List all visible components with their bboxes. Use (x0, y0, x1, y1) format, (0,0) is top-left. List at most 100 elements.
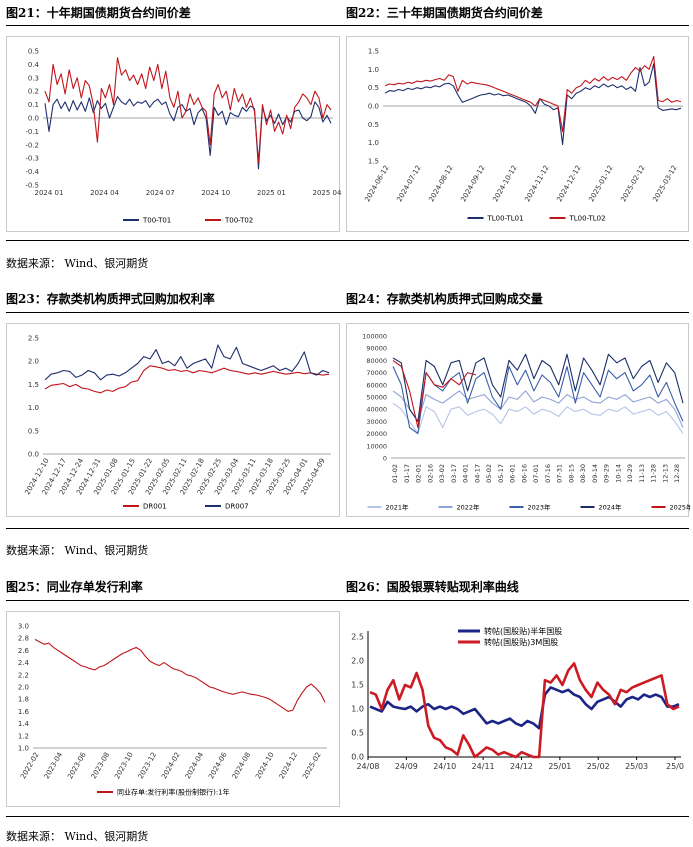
chart-26: 2.5 2.0 1.5 1.0 0.5 0.024/08 24/09 24/10 24/11 24… (351, 626, 684, 771)
title-rule (6, 600, 689, 601)
x-tick-label: 09-29 (603, 464, 611, 483)
x-tick-label: 24/11 (472, 762, 495, 771)
y-tick-label: 20000 (366, 430, 387, 438)
x-tick-label: 24/09 (395, 762, 418, 771)
x-tick-label: 2024-07-12 (395, 164, 422, 203)
y-tick-label: 0 (383, 455, 387, 463)
x-tick-label: 2023-06 (66, 751, 88, 781)
chart-23: 2.52.01.51.00.50.02024-12-102024-12-1720… (23, 335, 331, 511)
x-tick-label: 12-28 (673, 464, 681, 483)
source-rule (6, 816, 689, 817)
x-tick-label: 07-01 (532, 464, 540, 483)
x-tick-label: 2023-08 (90, 751, 112, 780)
y-tick-label: -0.5 (25, 182, 39, 190)
x-tick-label: 24/12 (510, 762, 533, 771)
y-tick-label: 1.5 (368, 158, 379, 166)
x-tick-label: 2024-04 (184, 751, 206, 781)
x-tick-label: 2025-02 (301, 751, 323, 780)
series-line (392, 359, 477, 429)
x-tick-label: 03-02 (438, 464, 446, 483)
x-tick-label: 2025 04 (313, 189, 341, 197)
x-tick-label: 2022-02 (19, 751, 41, 780)
y-tick-label: 1.0 (18, 745, 29, 753)
chart-panel-23: 2.5 2.0 1.5 1.0 0.5 0.0 2024-12-10 2024-12-17 20… (6, 323, 340, 517)
y-tick-label: 0.0 (28, 451, 39, 459)
legend-label: DR001 (143, 503, 167, 511)
series-line (392, 390, 684, 428)
y-tick-label: 30000 (366, 418, 387, 426)
y-tick-label: -0.2 (25, 141, 39, 149)
y-tick-label: 0.5 (28, 427, 39, 435)
x-tick-label: 2024-08-12 (427, 164, 454, 203)
y-tick-label: -0.1 (25, 128, 39, 136)
x-tick-label: 2023-12 (137, 751, 159, 780)
legend-label: 2024年 (599, 503, 623, 512)
y-tick-label: 1.4 (18, 720, 30, 728)
x-tick-label: 2024 07 (146, 189, 175, 197)
y-tick-label: 2.2 (18, 671, 29, 679)
x-tick-label: 25/01 (548, 762, 571, 771)
y-tick-label: 0.5 (28, 48, 39, 56)
y-tick-label: 80000 (366, 357, 387, 365)
x-tick-label: 07-16 (544, 464, 552, 483)
chart-panel-26: 2.5 2.0 1.5 1.0 0.5 0.0 24/08 24/09 24/10 24/11 24… (346, 611, 689, 811)
x-tick-label: 2024-12 (278, 751, 300, 780)
x-tick-label: 01-02 (391, 464, 399, 483)
x-tick-label: 2025-01-12 (587, 164, 614, 203)
y-tick-label: 0.4 (28, 61, 40, 69)
legend-label: DR007 (225, 503, 249, 511)
series-line (392, 402, 684, 435)
series-line (384, 63, 682, 146)
x-tick-label: 08-15 (567, 464, 575, 483)
y-tick-label: 0.5 (351, 729, 364, 738)
series-line (34, 638, 326, 712)
x-tick-label: 2024 01 (35, 189, 64, 197)
y-tick-label: -0.3 (25, 155, 39, 163)
x-tick-label: 2024-06 (207, 751, 229, 781)
x-tick-label: 06-01 (509, 464, 517, 483)
y-tick-label: 3.0 (18, 623, 29, 631)
y-tick-label: 0.0 (351, 753, 364, 762)
x-tick-label: 04-17 (473, 464, 481, 483)
x-tick-label: 2024-12-12 (555, 164, 582, 203)
chart-panel-24: 100000 90000 80000 70000 60000 50000 40000 3000… (346, 323, 690, 517)
series-line (44, 57, 332, 163)
y-tick-label: 0.0 (28, 115, 39, 123)
y-tick-label: 2.0 (18, 684, 29, 692)
x-tick-label: 2024-08 (231, 751, 253, 780)
x-tick-label: 2024-09-12 (459, 164, 486, 203)
y-tick-label: 0.1 (28, 101, 39, 109)
legend-label: 2022年 (457, 503, 481, 512)
y-tick-label: 0.3 (28, 74, 39, 82)
x-tick-label: 03-17 (450, 464, 458, 483)
chart-21: 0.50.40.30.20.10.0-0.1-0.2-0.3-0.4-0.520… (25, 48, 341, 225)
x-tick-label: 2024-10 (254, 751, 276, 780)
y-tick-label: 2.8 (18, 635, 29, 643)
y-tick-label: 2.5 (28, 335, 39, 343)
y-tick-label: 70000 (366, 369, 387, 377)
y-tick-label: 1.6 (18, 708, 30, 716)
series-line (44, 365, 330, 394)
legend-label: 2023年 (528, 503, 552, 512)
figure-title-24: 图24：存款类机构质押式回购成交量 (346, 292, 543, 306)
y-tick-label: 1.5 (28, 381, 39, 389)
title-rule (6, 25, 689, 26)
y-tick-label: 1.0 (28, 404, 39, 412)
legend-label: 转帖(国股贴)半年国股 (484, 626, 562, 636)
chart-25: 3.0 2.8 2.6 2.4 2.2 2.0 1.8 1.6 1.4 1.2 1.02022-02… (18, 623, 327, 797)
x-tick-label: 2023-10 (113, 751, 135, 780)
y-tick-label: 0.5 (368, 84, 379, 92)
source-note: 数据来源： Wind、银河期货 (6, 544, 149, 557)
y-tick-label: 0.2 (28, 88, 39, 96)
x-tick-label: 2025 01 (257, 189, 286, 197)
y-tick-label: -0.4 (25, 168, 39, 176)
legend-label: TL00-TL02 (569, 215, 606, 223)
legend-label: T00-T02 (224, 217, 253, 225)
x-tick-label: 24/10 (433, 762, 456, 771)
x-tick-label: 25/02 (587, 762, 610, 771)
legend-label: 转帖(国股贴)3M国股 (484, 637, 558, 647)
y-tick-label: 2.0 (351, 657, 364, 666)
y-tick-label: 60000 (366, 381, 387, 389)
legend-label: TL00-TL01 (487, 215, 524, 223)
x-tick-label: 24/08 (356, 762, 379, 771)
